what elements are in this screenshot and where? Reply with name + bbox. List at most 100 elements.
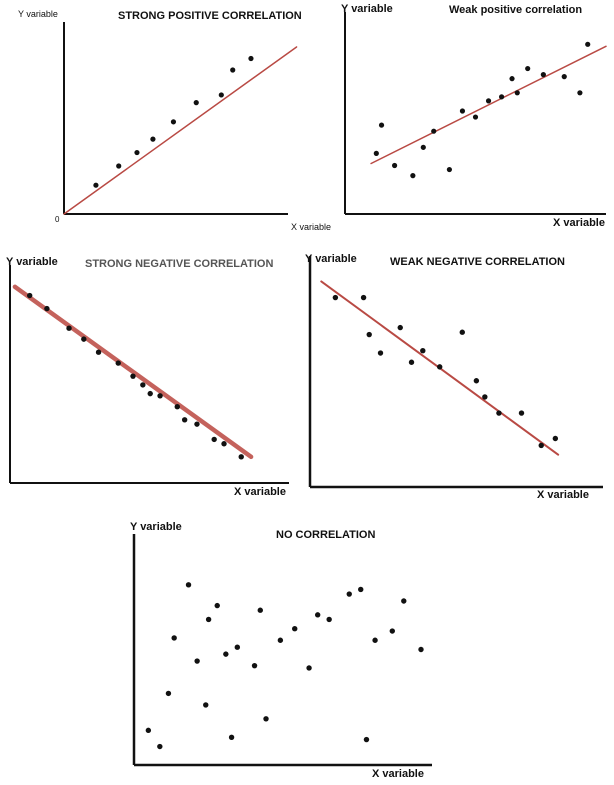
data-point (326, 616, 332, 623)
data-point (314, 612, 321, 618)
data-point (418, 646, 424, 653)
data-point (230, 67, 236, 73)
y-axis-label: Y variable (341, 3, 393, 15)
data-point (561, 74, 567, 80)
data-point (538, 442, 544, 449)
data-point (378, 122, 385, 128)
data-point (238, 454, 244, 460)
data-point (171, 635, 177, 641)
chart-title: NO CORRELATION (276, 529, 375, 541)
data-point (518, 410, 525, 416)
data-point (420, 348, 426, 354)
data-point (377, 350, 384, 356)
data-point (115, 360, 121, 366)
data-point (499, 94, 505, 100)
data-point (410, 173, 416, 179)
data-point (194, 421, 200, 427)
chart-4: WEAK NEGATIVE CORRELATION Y variable X var… (305, 253, 603, 501)
data-point (181, 417, 188, 423)
data-point (408, 359, 415, 365)
chart-3: STRONG NEGATIVE CORRELATION Y variable X v… (6, 256, 289, 498)
y-axis-label: Y variable (18, 9, 58, 19)
data-point (485, 98, 492, 104)
trend-line (12, 284, 254, 460)
data-point (482, 394, 488, 400)
data-point (66, 325, 72, 331)
x-axis-label: X variable (291, 222, 331, 232)
data-point (95, 349, 102, 355)
data-point (366, 331, 372, 338)
data-point (514, 90, 520, 96)
data-point (420, 144, 426, 150)
data-point (391, 162, 398, 169)
trend-line (63, 46, 298, 215)
data-point (140, 382, 146, 388)
y-axis-label: Y variable (305, 253, 357, 265)
data-point (203, 702, 209, 708)
data-point (431, 128, 437, 134)
data-point (93, 182, 99, 188)
data-point (221, 441, 227, 447)
data-point (372, 637, 378, 643)
data-point (496, 410, 502, 416)
data-point (397, 324, 403, 331)
data-point (185, 582, 192, 588)
data-point (130, 373, 136, 379)
data-point (193, 100, 199, 106)
data-point (292, 626, 298, 632)
data-point (214, 602, 220, 609)
data-point (223, 651, 229, 657)
data-point (577, 90, 583, 96)
data-point (157, 743, 163, 750)
data-point (134, 149, 140, 156)
data-point (165, 690, 172, 697)
y-axis-label: Y variable (6, 256, 58, 268)
data-point (234, 644, 241, 650)
chart-5: NO CORRELATION Y variable X variable (130, 521, 432, 780)
data-point (509, 76, 515, 82)
data-point (473, 378, 480, 384)
x-axis-label: X variable (234, 486, 286, 498)
chart-title: WEAK NEGATIVE CORRELATION (390, 256, 565, 268)
data-point (26, 292, 33, 299)
x-axis-label: X variable (372, 768, 424, 780)
data-point (332, 294, 339, 301)
data-point (211, 436, 217, 443)
chart-title: STRONG NEGATIVE CORRELATION (85, 258, 273, 270)
data-point (306, 665, 312, 671)
data-point (437, 364, 443, 370)
chart-1: STRONG POSITIVE CORRELATION Y variable X v… (18, 9, 331, 232)
data-point (552, 435, 559, 442)
data-point (194, 658, 200, 664)
chart-title: Weak positive correlation (449, 4, 582, 16)
data-point (44, 305, 50, 312)
data-point (472, 114, 479, 120)
data-point (251, 662, 258, 669)
data-point (150, 136, 156, 142)
data-point (147, 390, 153, 397)
data-point (389, 628, 395, 634)
data-point (218, 92, 224, 98)
chart-title: STRONG POSITIVE CORRELATION (118, 10, 302, 22)
data-point (358, 586, 364, 593)
data-point (363, 736, 370, 743)
data-point (277, 637, 284, 643)
data-point (401, 598, 407, 604)
data-point (116, 163, 122, 169)
data-point (360, 294, 367, 301)
origin-label: 0 (55, 215, 60, 224)
data-point (257, 607, 263, 613)
data-point (248, 55, 254, 62)
trend-line (370, 45, 607, 165)
data-point (459, 108, 466, 114)
data-point (459, 329, 465, 335)
x-axis-label: X variable (553, 217, 605, 229)
data-point (346, 591, 352, 597)
data-point (174, 404, 180, 410)
data-point (585, 41, 591, 47)
data-point (446, 166, 452, 173)
y-axis-label: Y variable (130, 521, 182, 533)
data-point (205, 616, 212, 623)
data-point (81, 336, 87, 342)
